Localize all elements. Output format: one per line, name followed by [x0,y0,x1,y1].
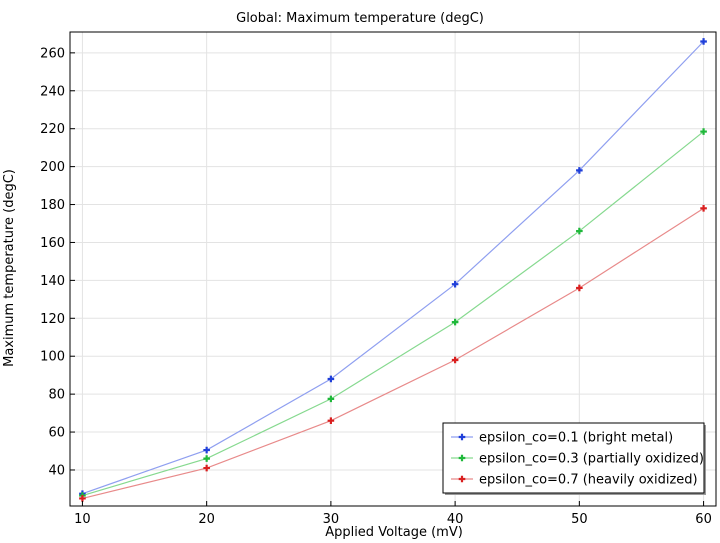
y-tick-label: 200 [40,160,65,175]
y-tick-label: 40 [48,463,65,478]
axis-ticks: 10 20 30 40 50 60 40 60 80 100 120 140 160 180 200 220 2… [40,46,712,527]
data-point [327,375,335,383]
data-point [203,455,210,462]
series-group [79,128,707,499]
data-point [700,128,707,135]
x-tick-label: 30 [323,512,340,527]
y-tick-label: 60 [48,426,65,441]
series-line [82,41,705,495]
data-point [576,167,583,174]
data-point [451,280,459,288]
data-point [451,356,459,364]
data-point [700,205,707,212]
data-point [458,433,466,441]
legend-label: epsilon_co=0.3 (partially oxidized) [479,452,704,467]
data-point [576,227,583,235]
legend: epsilon_co=0.1 (bright metal) epsilon_co=… [442,422,706,495]
x-tick-label: 10 [74,512,91,527]
x-tick-label: 50 [571,512,588,527]
data-point [327,395,335,403]
chart-title: Global: Maximum temperature (degC) [236,11,484,26]
y-tick-label: 260 [40,46,65,61]
y-tick-label: 180 [40,198,65,213]
x-axis-label: Applied Voltage (mV) [325,525,463,540]
data-point [576,284,583,292]
legend-box [442,422,705,494]
data-point [203,446,210,454]
data-point [458,475,466,483]
series-group [79,38,707,497]
y-tick-label: 100 [40,350,65,365]
data-point [203,464,210,472]
y-tick-label: 140 [40,274,65,289]
data-point [700,38,707,45]
series-line [82,207,704,499]
y-tick-label: 80 [48,388,65,403]
series-line [82,131,704,497]
y-tick-label: 240 [40,84,65,99]
data-point [458,454,466,462]
grid [70,32,716,506]
y-tick-label: 160 [40,236,65,251]
x-tick-label: 60 [695,512,712,527]
legend-label: epsilon_co=0.7 (heavily oxidized) [479,473,698,488]
y-tick-label: 120 [40,312,65,327]
data-point [79,495,86,502]
y-tick-label: 220 [40,122,65,137]
x-tick-label: 20 [198,512,215,527]
y-axis-label: Maximum temperature (degC) [2,169,17,367]
legend-label: epsilon_co=0.1 (bright metal) [479,431,673,446]
plot-frame [69,31,717,507]
plot-series [79,38,707,502]
data-point [451,318,459,326]
series-group [79,205,707,502]
data-point [327,417,335,424]
x-tick-label: 40 [447,512,464,527]
